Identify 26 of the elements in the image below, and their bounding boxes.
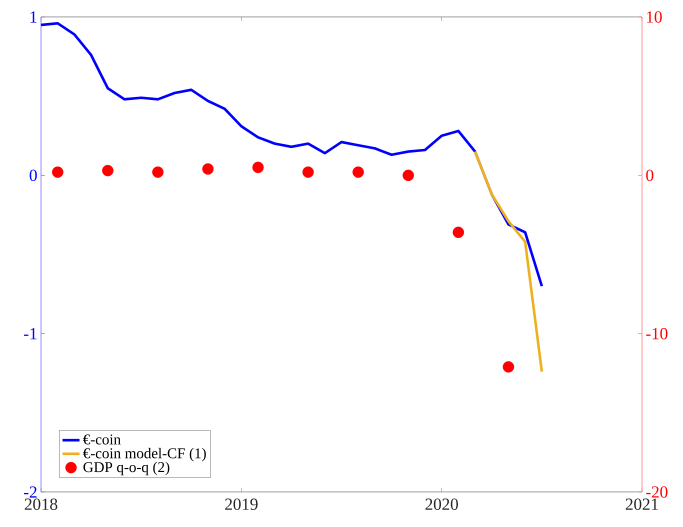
legend-label: GDP q-o-q (2) xyxy=(83,462,170,476)
x-tick-label: 2020 xyxy=(425,498,458,510)
point xyxy=(52,166,64,178)
y-tick-label: 1 xyxy=(30,11,36,23)
x-tick-label: 2018 xyxy=(24,498,58,510)
point xyxy=(452,226,464,238)
point xyxy=(152,166,164,178)
y2-tick-label: -10 xyxy=(646,328,668,340)
legend-label: €-coin xyxy=(83,434,121,444)
y-tick-label: -2 xyxy=(24,486,37,498)
point xyxy=(102,164,114,176)
y2-tick-label: 10 xyxy=(647,11,662,23)
legend-label: €-coin model-CF (1) xyxy=(83,448,206,462)
y-tick-label: 0 xyxy=(30,170,37,182)
y-tick-label: -1 xyxy=(24,328,36,340)
point xyxy=(402,170,414,182)
line-series xyxy=(474,150,544,373)
y2-tick-label: 0 xyxy=(646,170,654,182)
x-tick-label: 2021 xyxy=(626,498,658,510)
y2-tick-label: -20 xyxy=(646,486,668,498)
point xyxy=(252,162,264,174)
x-tick-label: 2019 xyxy=(225,498,258,510)
point xyxy=(502,361,514,373)
point xyxy=(302,166,314,178)
point xyxy=(352,166,364,178)
point xyxy=(202,163,214,175)
